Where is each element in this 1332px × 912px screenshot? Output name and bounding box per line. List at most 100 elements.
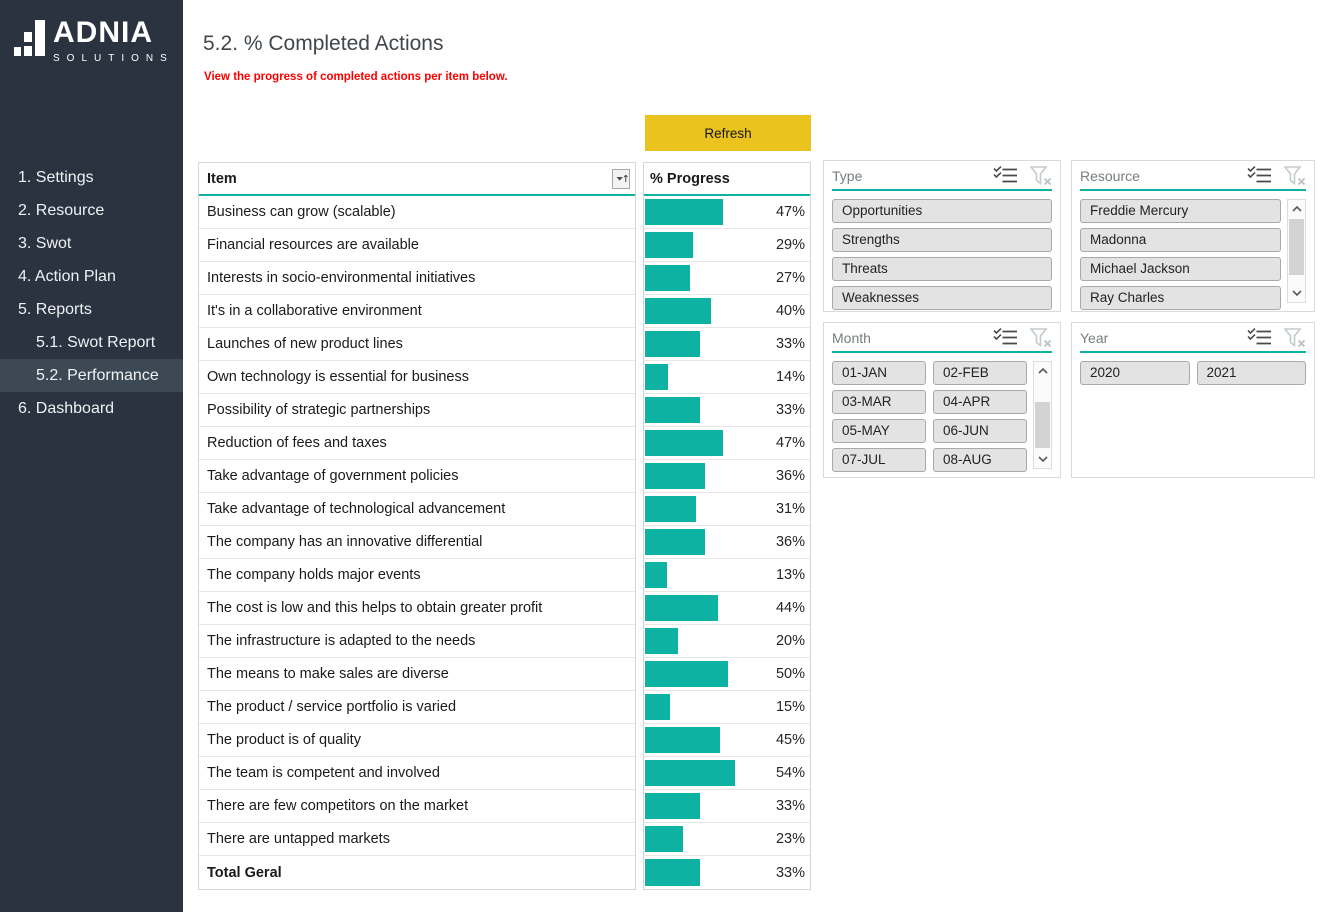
progress-value: 33% xyxy=(775,402,805,418)
progress-value: 50% xyxy=(775,666,805,682)
progress-cell: 33% xyxy=(644,394,810,427)
slicer-item[interactable]: Strengths xyxy=(832,228,1052,252)
item-cell: Business can grow (scalable) xyxy=(199,196,635,229)
progress-bar xyxy=(645,496,697,522)
item-cell: The team is competent and involved xyxy=(199,757,635,790)
progress-bar xyxy=(645,562,667,588)
logo: ADNIA SOLUTIONS xyxy=(14,16,174,64)
progress-value: 33% xyxy=(775,864,805,881)
progress-bar xyxy=(645,595,719,621)
progress-table: % Progress 47% 29% 27% 40% 33% 14% 33% 47% 36% 31… xyxy=(643,162,811,890)
item-cell: The product is of quality xyxy=(199,724,635,757)
progress-bar xyxy=(645,529,705,555)
slicer-title: Type xyxy=(832,167,863,184)
clear-filter-icon[interactable] xyxy=(1030,328,1052,347)
clear-filter-icon[interactable] xyxy=(1030,166,1052,185)
progress-cell: 47% xyxy=(644,427,810,460)
progress-bar xyxy=(645,661,728,687)
progress-cell: 33% xyxy=(644,856,810,889)
bar-chart-logo-icon xyxy=(14,16,45,56)
sidebar-item[interactable]: 5.2. Performance xyxy=(0,359,183,392)
sidebar-item[interactable]: 6. Dashboard xyxy=(18,399,115,417)
clear-filter-icon[interactable] xyxy=(1284,328,1306,347)
scroll-up-icon[interactable] xyxy=(1288,200,1305,218)
item-cell: Own technology is essential for business xyxy=(199,361,635,394)
sidebar-item[interactable]: 3. Swot xyxy=(18,234,72,252)
slicer-item[interactable]: 06-JUN xyxy=(933,419,1027,443)
progress-value: 23% xyxy=(775,831,805,847)
multi-select-icon[interactable] xyxy=(993,328,1018,347)
sidebar-item[interactable]: 5.1. Swot Report xyxy=(36,333,156,351)
progress-bar xyxy=(645,793,700,819)
slicer-item[interactable]: 07-JUL xyxy=(832,448,926,472)
sidebar-item[interactable]: 4. Action Plan xyxy=(18,267,116,285)
slicer-item[interactable]: Threats xyxy=(832,257,1052,281)
slicer-item[interactable]: Freddie Mercury xyxy=(1080,199,1281,223)
slicer-item[interactable]: 01-JAN xyxy=(832,361,926,385)
sidebar-item[interactable]: 1. Settings xyxy=(18,168,94,186)
item-cell: Possibility of strategic partnerships xyxy=(199,394,635,427)
sort-filter-dropdown-icon[interactable] xyxy=(612,168,630,189)
progress-cell: 45% xyxy=(644,724,810,757)
slicer-item[interactable]: Ray Charles xyxy=(1080,286,1281,310)
progress-cell: 36% xyxy=(644,460,810,493)
sidebar-item[interactable]: 5. Reports xyxy=(18,300,92,318)
slicer-item[interactable]: 02-FEB xyxy=(933,361,1027,385)
progress-cell: 36% xyxy=(644,526,810,559)
scrollbar[interactable] xyxy=(1033,361,1052,469)
slicer-item[interactable]: Opportunities xyxy=(832,199,1052,223)
item-cell: Total Geral xyxy=(207,864,282,881)
scrollbar-thumb[interactable] xyxy=(1035,402,1050,448)
slicer-item[interactable]: 2021 xyxy=(1196,361,1306,385)
multi-select-icon[interactable] xyxy=(993,166,1018,185)
slicer-item[interactable]: Madonna xyxy=(1080,228,1281,252)
progress-value: 14% xyxy=(775,369,805,385)
progress-bar xyxy=(645,364,669,390)
scroll-up-icon[interactable] xyxy=(1034,362,1051,380)
progress-cell: 33% xyxy=(644,790,810,823)
item-column-header: Item xyxy=(199,163,635,196)
slicer-title: Month xyxy=(832,329,871,346)
slicer-item[interactable]: Michael Jackson xyxy=(1080,257,1281,281)
progress-cell: 40% xyxy=(644,295,810,328)
scrollbar-thumb[interactable] xyxy=(1289,219,1304,275)
year-slicer: Year 2020 2021 xyxy=(1071,322,1315,478)
progress-value: 54% xyxy=(775,765,805,781)
item-cell: The company has an innovative differenti… xyxy=(199,526,635,559)
slicer-item[interactable]: 04-APR xyxy=(933,390,1027,414)
progress-rows: 47% 29% 27% 40% 33% 14% 33% 47% 36% 31% 36% 13% 44% 2… xyxy=(644,196,810,889)
scroll-down-icon[interactable] xyxy=(1034,450,1051,468)
progress-value: 40% xyxy=(775,303,805,319)
progress-bar xyxy=(645,331,700,357)
month-slicer: Month 01-JAN 02-FEB 03-MAR 04-APR 05-MAY 06-J… xyxy=(823,322,1061,478)
slicer-item[interactable]: Weaknesses xyxy=(832,286,1052,310)
scrollbar[interactable] xyxy=(1287,199,1306,303)
progress-cell: 23% xyxy=(644,823,810,856)
item-cell: Reduction of fees and taxes xyxy=(199,427,635,460)
multi-select-icon[interactable] xyxy=(1247,166,1272,185)
progress-bar xyxy=(645,232,694,258)
item-cell: Financial resources are available xyxy=(199,229,635,262)
progress-cell: 20% xyxy=(644,625,810,658)
brand-subtitle: SOLUTIONS xyxy=(53,53,174,64)
progress-value: 33% xyxy=(775,336,805,352)
sidebar-item[interactable]: 2. Resource xyxy=(18,201,105,219)
slicer-item[interactable]: 05-MAY xyxy=(832,419,926,443)
slicer-item[interactable]: 08-AUG xyxy=(933,448,1027,472)
item-cell: The infrastructure is adapted to the nee… xyxy=(199,625,635,658)
progress-cell: 31% xyxy=(644,493,810,526)
progress-cell: 54% xyxy=(644,757,810,790)
refresh-button[interactable]: Refresh xyxy=(645,115,811,151)
progress-value: 31% xyxy=(775,501,805,517)
item-cell: Interests in socio-environmental initiat… xyxy=(199,262,635,295)
progress-bar xyxy=(645,694,670,720)
progress-bar xyxy=(645,628,679,654)
item-cell: There are untapped markets xyxy=(199,823,635,856)
clear-filter-icon[interactable] xyxy=(1284,166,1306,185)
multi-select-icon[interactable] xyxy=(1247,328,1272,347)
slicer-item[interactable]: 2020 xyxy=(1080,361,1190,385)
scroll-down-icon[interactable] xyxy=(1288,284,1305,302)
slicer-item[interactable]: 03-MAR xyxy=(832,390,926,414)
progress-value: 27% xyxy=(775,270,805,286)
progress-cell: 14% xyxy=(644,361,810,394)
